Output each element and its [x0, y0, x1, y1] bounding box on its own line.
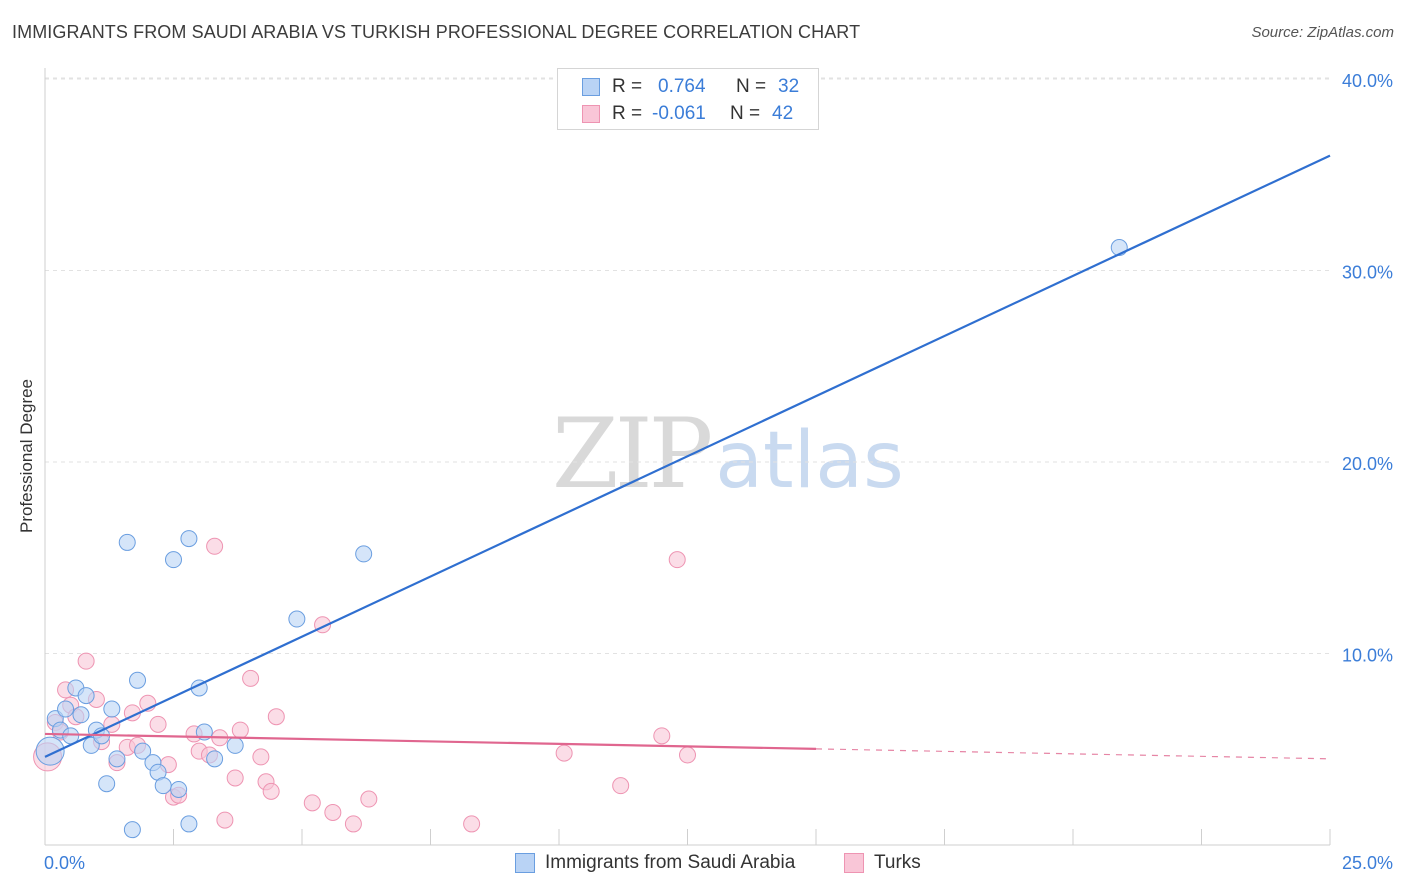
chart-title: IMMIGRANTS FROM SAUDI ARABIA VS TURKISH … — [12, 22, 861, 42]
x-tick-label-max: 25.0% — [1342, 853, 1393, 873]
data-point-saudi — [154, 777, 172, 795]
data-point-saudi — [35, 736, 65, 766]
legend-row-turks: R = -0.061 N = 42 — [582, 102, 793, 126]
data-point-saudi — [72, 706, 90, 724]
data-point-turks — [653, 727, 671, 745]
trend-line-turks-extrapolated — [815, 748, 1331, 760]
y-axis-title: Professional Degree — [17, 378, 36, 534]
data-point-saudi — [288, 610, 306, 628]
data-point-turks — [262, 782, 280, 800]
data-point-turks — [77, 652, 95, 670]
legend-r-label: R = — [612, 103, 643, 124]
trend-line-saudi — [44, 154, 1331, 758]
data-point-turks — [242, 669, 260, 687]
data-point-saudi — [57, 700, 75, 718]
legend-r-label: R = — [612, 76, 643, 97]
data-point-turks — [668, 551, 686, 569]
data-point-turks — [252, 748, 270, 766]
data-point-turks — [324, 803, 342, 821]
data-point-turks — [463, 815, 481, 833]
data-point-saudi — [129, 671, 147, 689]
y-tick-label: 10.0% — [1342, 646, 1393, 666]
data-point-turks — [216, 811, 234, 829]
series-legend-item-saudi[interactable]: Immigrants from Saudi Arabia — [515, 852, 795, 874]
legend-n-value: 42 — [772, 103, 794, 124]
data-point-saudi — [77, 687, 95, 705]
data-point-turks — [612, 777, 630, 795]
data-point-turks — [206, 537, 224, 555]
y-tick-label: 40.0% — [1342, 71, 1393, 91]
data-point-turks — [555, 744, 573, 762]
series-legend-label-saudi: Immigrants from Saudi Arabia — [545, 852, 796, 873]
legend-r-value: -0.061 — [652, 103, 706, 124]
data-point-saudi — [180, 530, 198, 548]
legend-swatch-turks — [582, 105, 600, 123]
data-point-turks — [679, 746, 696, 764]
x-tick-label-min: 0.0% — [44, 853, 85, 873]
data-point-saudi — [206, 750, 224, 768]
data-point-saudi — [355, 545, 373, 563]
legend-r-value: 0.764 — [658, 76, 706, 97]
legend-n-label: N = — [736, 76, 767, 97]
legend-n-value: 32 — [778, 76, 800, 97]
data-point-saudi — [98, 775, 116, 793]
legend-n-label: N = — [730, 103, 761, 124]
data-point-saudi — [103, 700, 121, 718]
y-tick-label: 20.0% — [1342, 454, 1393, 474]
series-legend-swatch-saudi — [515, 853, 535, 873]
series-legend-item-turks[interactable]: Turks — [844, 852, 921, 874]
data-point-saudi — [123, 821, 141, 839]
trend-line-turks — [44, 732, 817, 750]
y-tick-label: 30.0% — [1342, 263, 1393, 283]
series-legend: Immigrants from Saudi Arabia Turks — [0, 852, 1406, 878]
data-point-turks — [231, 721, 249, 739]
data-point-saudi — [165, 551, 182, 569]
data-point-turks — [226, 769, 244, 787]
legend-swatch-saudi — [582, 78, 600, 96]
data-point-turks — [344, 815, 362, 833]
legend-row-saudi: R = 0.764 N = 32 — [582, 75, 799, 99]
data-point-saudi — [118, 533, 136, 551]
source-label: Source: ZipAtlas.com — [1251, 24, 1394, 41]
data-point-turks — [149, 715, 167, 733]
data-point-saudi — [226, 736, 244, 754]
data-point-saudi — [180, 815, 198, 833]
series-legend-label-turks: Turks — [874, 852, 921, 873]
data-point-saudi — [134, 742, 152, 760]
data-point-saudi — [108, 750, 126, 768]
data-point-turks — [267, 708, 285, 726]
data-point-saudi — [170, 780, 188, 798]
data-point-turks — [360, 790, 378, 808]
correlation-legend: R = 0.764 N = 32 R = -0.061 N = 42 — [557, 68, 819, 130]
data-point-turks — [303, 794, 321, 812]
series-legend-swatch-turks — [844, 853, 864, 873]
